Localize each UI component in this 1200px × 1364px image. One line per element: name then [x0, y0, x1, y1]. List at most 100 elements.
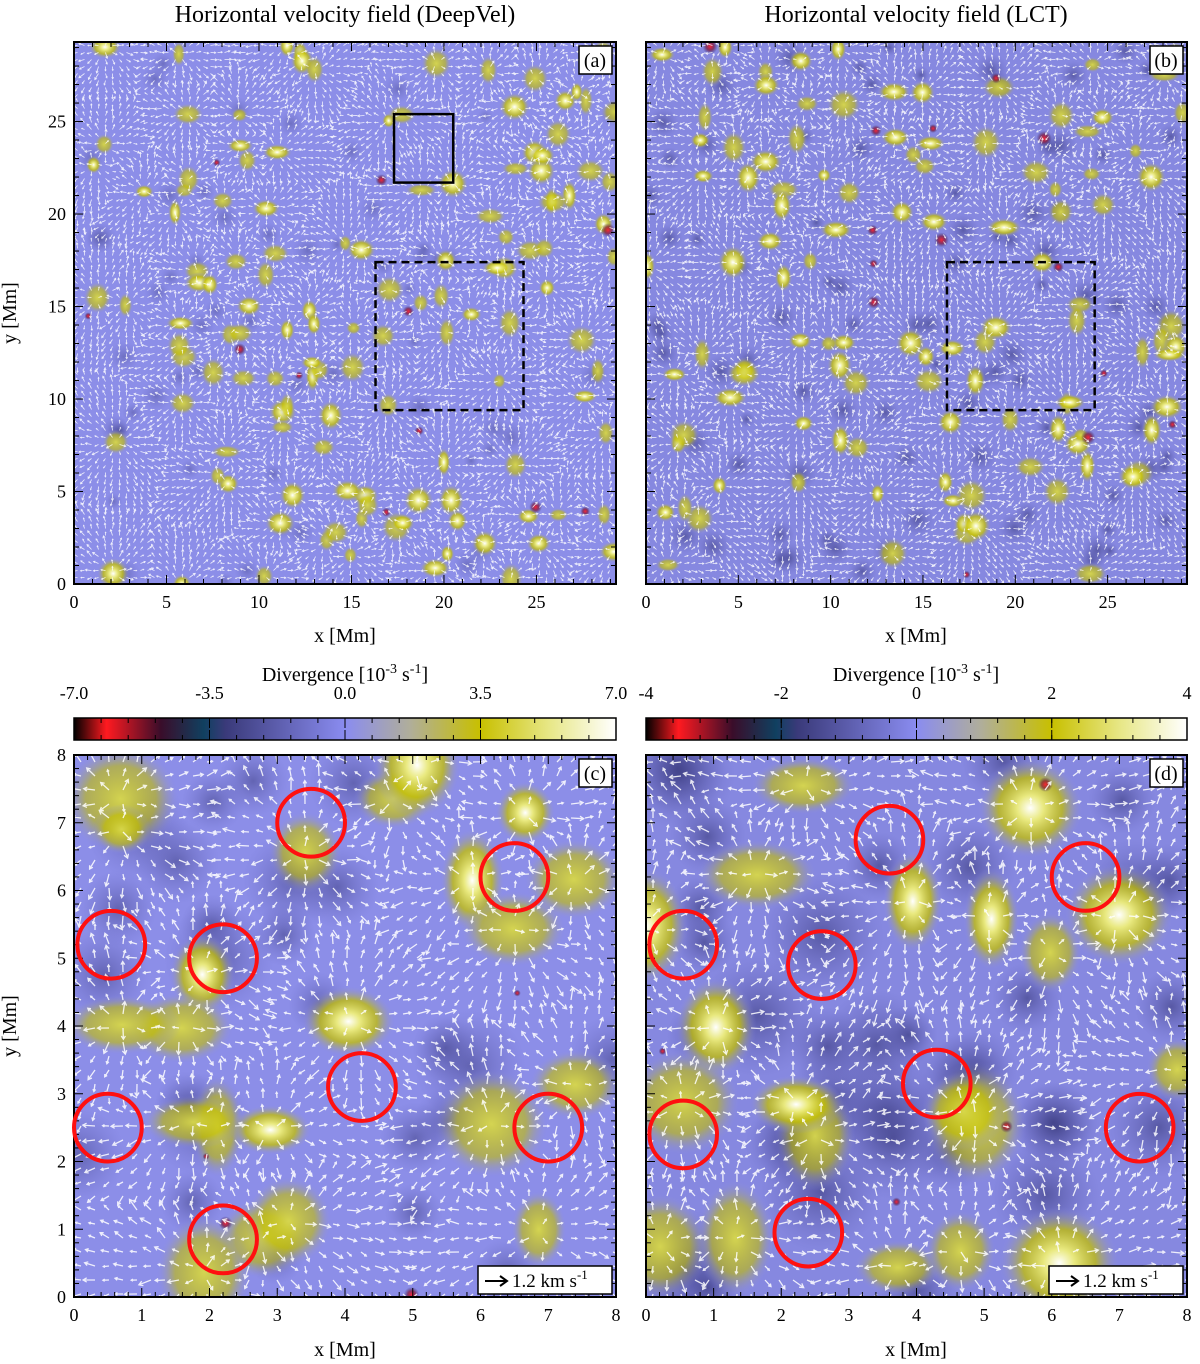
highlight-circle [326, 1051, 398, 1123]
granule [345, 320, 362, 335]
convergence-spot [402, 305, 415, 317]
panel-b-label: (b) [1154, 50, 1177, 72]
highlight-circle [72, 1091, 144, 1164]
granule [501, 161, 531, 176]
granule [1054, 394, 1086, 411]
panel-a-field [74, 42, 616, 584]
granule [1018, 911, 1082, 994]
dark-lane [262, 463, 285, 485]
granule [571, 389, 598, 404]
panel-b-xlabel: x [Mm] [885, 625, 947, 647]
detail-region-solid-box [392, 112, 455, 184]
granule [646, 251, 656, 282]
dark-lane [104, 492, 123, 511]
granule [819, 220, 853, 240]
y-tick-label: 25 [48, 112, 66, 132]
dark-lane [827, 394, 859, 427]
granule [346, 237, 377, 262]
panel-d-label-box [1149, 758, 1184, 788]
granule [1066, 303, 1088, 338]
granule [403, 485, 434, 516]
x-tick-label: 25 [1099, 592, 1117, 612]
y-tick-label: 3 [57, 1084, 66, 1104]
convergence-spot [867, 295, 881, 309]
colorbar-d-label-exp2: -1 [981, 662, 993, 677]
colorbar-tick-label: 3.5 [469, 683, 492, 703]
dark-lane [168, 366, 191, 389]
dark-lane [647, 107, 679, 139]
dark-lane [1012, 1081, 1094, 1163]
granule [118, 292, 133, 318]
granule [936, 470, 954, 495]
granule [544, 118, 573, 150]
y-tick-label: 4 [57, 1016, 66, 1036]
granule [390, 513, 416, 533]
granule [1141, 413, 1163, 447]
panel-a-overlays [374, 112, 525, 412]
convergence-spot [1081, 430, 1096, 445]
x-tick-label: 6 [476, 1305, 485, 1325]
highlight-circle [187, 922, 259, 995]
granule [279, 318, 295, 342]
granule [789, 470, 808, 495]
granule [751, 73, 781, 97]
dark-lane [203, 299, 228, 324]
granule [521, 63, 549, 94]
dark-lane [819, 272, 839, 292]
panel-c-label: (c) [584, 763, 606, 785]
granule [459, 890, 567, 968]
colorbar-c-label-mid: s [397, 664, 410, 686]
highlight-circle [772, 1196, 845, 1269]
granule [548, 508, 569, 522]
dark-lane [144, 279, 171, 306]
colorbar-tick-label: -4 [639, 683, 654, 703]
granule [712, 387, 748, 408]
granule [870, 483, 885, 505]
zoom-region-dashed-box [374, 260, 525, 412]
y-tick-label: 6 [57, 881, 66, 901]
colorbar-c-label-exp1: -3 [385, 662, 397, 677]
x-tick-label: 0 [70, 592, 79, 612]
granule [437, 484, 465, 517]
x-tick-label: 25 [527, 592, 545, 612]
granule [172, 574, 192, 584]
dark-lane [1108, 1076, 1187, 1178]
granule [646, 867, 689, 986]
granule [570, 81, 584, 103]
granule [404, 183, 438, 197]
y-tick-label: 10 [48, 389, 66, 409]
convergence-spot [990, 72, 1002, 84]
granule [134, 184, 155, 199]
dark-lane [463, 452, 480, 469]
convergence-spot [1037, 777, 1053, 792]
x-tick-label: 0 [70, 1305, 79, 1325]
x-tick-label: 4 [341, 1305, 350, 1325]
granule [895, 327, 926, 359]
granule [279, 392, 296, 421]
granule [437, 316, 456, 349]
granule [788, 331, 813, 350]
dark-lane [1005, 365, 1034, 394]
granule [510, 1190, 567, 1269]
granule [498, 562, 524, 584]
dark-lane [179, 458, 200, 480]
granule [231, 107, 248, 123]
convergence-spot [233, 343, 246, 356]
granule [440, 544, 455, 564]
dark-lane [943, 181, 967, 205]
highlight-circle [647, 908, 720, 981]
dark-lane [217, 755, 289, 817]
colorbar-d-label: Divergence [10-3 s-1] [833, 662, 999, 686]
colorbar-c-label-exp2: -1 [410, 662, 422, 677]
granule [600, 99, 616, 125]
colorbar-d-label-main: Divergence [10 [833, 664, 956, 686]
granule [964, 364, 986, 398]
dark-lane [141, 65, 169, 93]
x-tick-label: 15 [342, 592, 360, 612]
granule [496, 227, 516, 247]
panel-c-label-box [578, 758, 613, 788]
panel-c-scale-arrowhead-icon [499, 1275, 509, 1287]
colorbar-tick-label: 4 [1183, 683, 1192, 703]
colorbar-tick-label: -2 [774, 683, 789, 703]
granule [538, 278, 556, 298]
